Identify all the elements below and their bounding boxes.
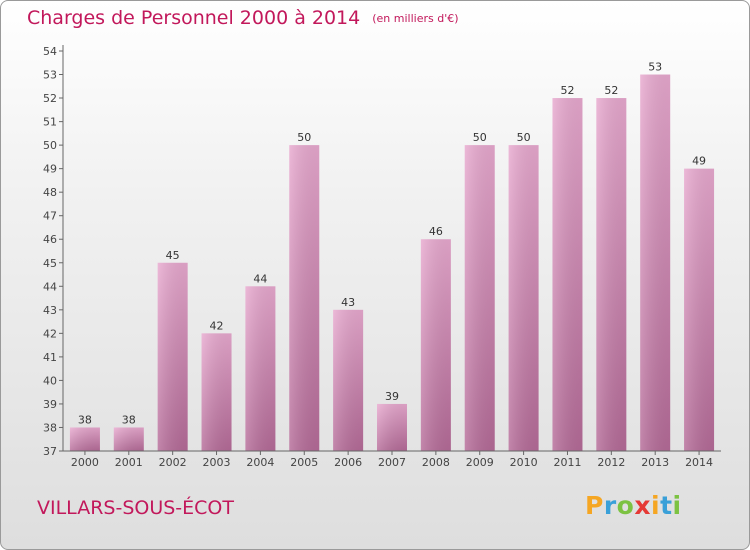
bar-group: 53	[640, 61, 671, 451]
bar-value-label: 52	[604, 84, 618, 97]
bar-group: 38	[113, 413, 144, 451]
bar-value-label: 42	[210, 319, 224, 332]
y-tick-label: 54	[43, 45, 57, 58]
bar-shade	[640, 74, 671, 451]
bar-group: 50	[464, 131, 495, 451]
x-tick-label: 2011	[553, 456, 581, 469]
bar-value-label: 43	[341, 296, 355, 309]
y-tick-label: 43	[43, 304, 57, 317]
logo-letter: x	[634, 491, 651, 520]
y-tick-label: 50	[43, 139, 57, 152]
bar-shade	[289, 145, 320, 451]
bar-shade	[157, 262, 188, 451]
y-tick-label: 38	[43, 421, 57, 434]
bar-value-label: 50	[297, 131, 311, 144]
logo-letter: i	[672, 491, 682, 520]
bar-value-label: 38	[122, 413, 136, 426]
bar-shade	[69, 427, 100, 451]
y-tick-label: 52	[43, 92, 57, 105]
y-tick-label: 51	[43, 116, 57, 129]
x-tick-label: 2006	[334, 456, 362, 469]
logo-letter: t	[660, 491, 673, 520]
bar-value-label: 39	[385, 390, 399, 403]
bar-shade	[245, 286, 276, 451]
bars: 38 38 45 42 44 50 43 39 46 50 50 52 52 53 49	[69, 61, 715, 451]
x-tick-label: 2001	[115, 456, 143, 469]
y-tick-label: 40	[43, 374, 57, 387]
bar-shade	[113, 427, 144, 451]
bar-group: 46	[420, 225, 451, 451]
bar-shade	[420, 239, 451, 451]
chart-title: Charges de Personnel 2000 à 2014 (en mill…	[27, 7, 459, 29]
bar-value-label: 52	[560, 84, 574, 97]
logo-letter: r	[603, 491, 617, 520]
bar-value-label: 50	[517, 131, 531, 144]
y-tick-label: 39	[43, 398, 57, 411]
chart-subtitle: (en milliers d'€)	[372, 12, 459, 25]
bar-group: 44	[245, 272, 276, 451]
y-tick-label: 49	[43, 163, 57, 176]
y-tick-label: 48	[43, 186, 57, 199]
bar-shade	[377, 403, 407, 451]
x-tick-label: 2005	[290, 456, 318, 469]
bar-group: 52	[596, 84, 627, 451]
y-axis: 37 38 39 40 41 42 43 44 45 46 47 48 49 50 51 52 53 54	[43, 45, 64, 458]
bar-group: 49	[684, 155, 715, 451]
chart-title-text: Charges de Personnel 2000 à 2014	[27, 7, 361, 29]
x-tick-label: 2002	[159, 456, 187, 469]
bar-value-label: 49	[692, 155, 706, 168]
x-tick-label: 2004	[246, 456, 274, 469]
x-tick-label: 2003	[203, 456, 231, 469]
x-tick-label: 2007	[378, 456, 406, 469]
bar-shade	[201, 333, 232, 451]
y-tick-label: 46	[43, 233, 57, 246]
bar-group: 43	[333, 296, 364, 451]
bar-group: 38	[69, 413, 100, 451]
bar-shade	[596, 98, 627, 451]
logo-letter: P	[585, 491, 604, 520]
proxiti-logo: Proxiti	[585, 491, 682, 520]
bar-value-label: 50	[473, 131, 487, 144]
bar-group: 50	[508, 131, 539, 451]
bar-shade	[552, 98, 583, 451]
bar-shade	[333, 309, 364, 451]
x-tick-label: 2008	[422, 456, 450, 469]
x-tick-label: 2010	[510, 456, 538, 469]
location-name: VILLARS-SOUS-ÉCOT	[37, 497, 234, 519]
y-tick-label: 44	[43, 280, 57, 293]
x-tick-label: 2012	[597, 456, 625, 469]
logo-letter: i	[651, 491, 661, 520]
bar-group: 39	[377, 390, 407, 451]
x-axis: 2000 2001 2002 2003 2004 2005 2006 2007 2008 2009…	[63, 450, 721, 469]
bar-shade	[464, 145, 495, 451]
y-tick-label: 42	[43, 327, 57, 340]
bar-value-label: 38	[78, 413, 92, 426]
x-tick-label: 2000	[71, 456, 99, 469]
bar-shade	[684, 168, 715, 451]
y-tick-label: 37	[43, 445, 57, 458]
logo-letter: o	[616, 491, 635, 520]
x-tick-label: 2014	[685, 456, 713, 469]
y-tick-label: 45	[43, 257, 57, 270]
bar-group: 52	[552, 84, 583, 451]
y-tick-label: 41	[43, 351, 57, 364]
bar-value-label: 45	[166, 249, 180, 262]
bar-value-label: 46	[429, 225, 443, 238]
bar-group: 42	[201, 319, 232, 451]
bar-value-label: 53	[648, 61, 662, 74]
bar-shade	[508, 145, 539, 451]
bar-group: 45	[157, 249, 188, 451]
bar-group: 50	[289, 131, 320, 451]
y-tick-label: 53	[43, 69, 57, 82]
x-tick-label: 2009	[466, 456, 494, 469]
bar-value-label: 44	[253, 272, 267, 285]
x-tick-label: 2013	[641, 456, 669, 469]
y-tick-label: 47	[43, 210, 57, 223]
